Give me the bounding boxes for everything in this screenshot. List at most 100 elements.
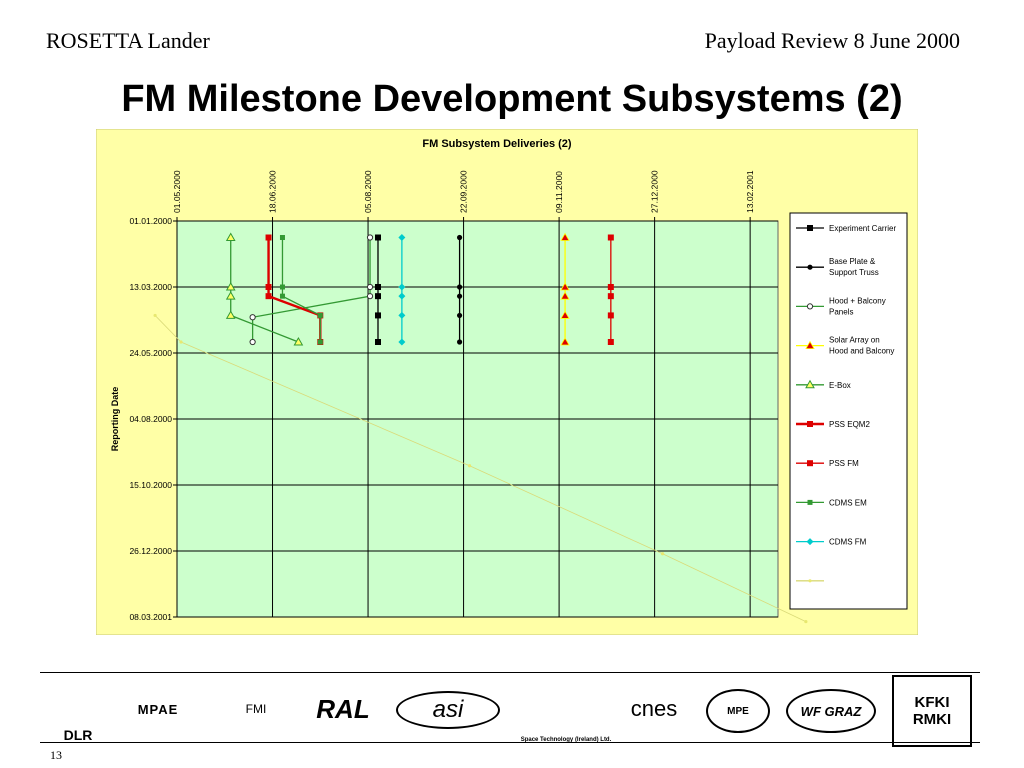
footer-top-rule xyxy=(40,672,980,673)
series-e-box xyxy=(225,232,304,346)
series-cdms-em xyxy=(279,235,323,345)
y-tick-label: 08.03.2001 xyxy=(129,612,172,622)
data-point xyxy=(374,284,381,290)
legend-marker xyxy=(807,264,813,270)
series-cdms-fm xyxy=(398,234,406,346)
space-technology-logo: Space Technology (Ireland) Ltd. xyxy=(516,675,616,749)
y-tick-label: 13.03.2000 xyxy=(129,282,172,292)
y-tick-label: 04.08.2000 xyxy=(129,414,172,424)
logo-text: FMI xyxy=(245,702,267,716)
data-point xyxy=(249,314,256,321)
legend-item: PSS EQM2 xyxy=(796,420,870,429)
legend-marker xyxy=(806,303,814,310)
data-point xyxy=(225,310,236,319)
x-tick-label: 18.06.2000 xyxy=(268,170,278,213)
legend-label: E-Box xyxy=(829,381,851,390)
data-point xyxy=(467,464,472,468)
data-point xyxy=(398,292,406,300)
data-point xyxy=(456,312,463,319)
legend-label: PSS FM xyxy=(829,459,859,468)
data-point xyxy=(660,552,665,556)
x-tick-label: 27.12.2000 xyxy=(650,170,660,213)
series-solar-array-on-hood-and-balcony xyxy=(560,232,570,346)
slide-title: FM Milestone Development Subsystems (2) xyxy=(121,78,903,120)
y-tick-label: 24.05.2000 xyxy=(129,348,172,358)
series-base-plate-support-truss xyxy=(456,234,463,345)
logo-text: Space Technology (Ireland) Ltd. xyxy=(520,737,612,743)
logo-text: MPAE xyxy=(137,701,179,717)
legend-label: Solar Array on Hood and Balcony xyxy=(829,336,894,356)
logo-text: KFKI RMKI xyxy=(912,694,952,728)
logo-text: DLR xyxy=(63,727,93,743)
data-point xyxy=(225,291,236,300)
data-point xyxy=(607,234,614,241)
data-point xyxy=(607,312,614,319)
fmi-logo: FMI xyxy=(216,675,296,743)
legend-marker xyxy=(805,340,815,350)
logo-text: asi xyxy=(432,696,464,723)
series-hood-balcony-panels xyxy=(249,234,374,346)
x-tick-label: 01.05.2000 xyxy=(172,170,182,213)
chart-title: FM Subsystem Deliveries (2) xyxy=(422,138,572,150)
cnes-logo: cnes xyxy=(624,675,684,743)
data-point xyxy=(456,234,463,241)
y-axis-label: Reporting Date xyxy=(110,387,120,452)
legend-item: Experiment Carrier xyxy=(796,224,896,233)
logo-text: cnes xyxy=(630,696,678,721)
x-tick-label: 22.09.2000 xyxy=(459,170,469,213)
data-point xyxy=(225,232,236,241)
kfki-rmki-logo: KFKI RMKI xyxy=(892,675,972,747)
data-point xyxy=(317,312,323,318)
mpae-logo: MPAE xyxy=(132,675,184,743)
legend-item: CDMS FM xyxy=(796,538,867,547)
data-point xyxy=(279,293,285,299)
data-point xyxy=(560,282,570,291)
data-point xyxy=(374,312,381,319)
x-tick-label: 13.02.2001 xyxy=(745,170,755,213)
data-point xyxy=(398,283,406,291)
data-point xyxy=(265,234,272,241)
data-point xyxy=(265,284,272,290)
legend-item: PSS FM xyxy=(796,459,859,468)
data-point xyxy=(279,235,285,240)
wf-graz-logo: WF GRAZ xyxy=(786,689,876,733)
page-number: 13 xyxy=(50,748,62,762)
ral-logo: RAL xyxy=(306,675,380,743)
data-point xyxy=(265,293,272,300)
mpe-logo: MPE xyxy=(706,689,770,733)
data-point xyxy=(607,339,614,345)
legend-label: Hood + Balcony Panels xyxy=(829,296,886,316)
legend-marker xyxy=(807,460,813,467)
legend-marker xyxy=(808,579,812,583)
data-point xyxy=(560,310,570,319)
asi-logo: asi xyxy=(396,691,500,729)
legend-item xyxy=(796,579,824,583)
series-unnamed xyxy=(153,313,808,624)
legend-item: E-Box xyxy=(796,379,851,390)
legend-item: Hood + Balcony Panels xyxy=(796,296,886,316)
legend-label: Experiment Carrier xyxy=(829,224,896,233)
legend-item: Solar Array on Hood and Balcony xyxy=(796,336,894,356)
data-point xyxy=(607,284,614,290)
footer-bottom-rule xyxy=(40,742,980,743)
data-point xyxy=(456,339,463,345)
y-tick-label: 01.01.2000 xyxy=(129,216,172,226)
data-point xyxy=(398,234,406,241)
y-tick-label: 26.12.2000 xyxy=(129,546,172,556)
series-pss-fm xyxy=(607,234,614,345)
logo-text: WF GRAZ xyxy=(800,703,862,719)
x-tick-label: 09.11.2000 xyxy=(554,171,564,213)
data-point xyxy=(225,281,236,291)
data-point xyxy=(398,311,406,319)
legend-marker xyxy=(807,421,813,427)
data-point xyxy=(366,234,374,241)
data-point xyxy=(179,340,183,344)
data-point xyxy=(366,283,374,291)
legend-label: CDMS FM xyxy=(829,538,867,547)
subsystem-deliveries-chart: FM Subsystem Deliveries (2) 01.05.2000 18.… xyxy=(96,129,918,635)
x-tick-label: 05.08.2000 xyxy=(363,170,373,213)
logo-text: RAL xyxy=(316,693,370,724)
dlr-logo: DLR xyxy=(42,675,114,747)
data-point xyxy=(607,293,614,300)
data-point xyxy=(456,284,463,290)
